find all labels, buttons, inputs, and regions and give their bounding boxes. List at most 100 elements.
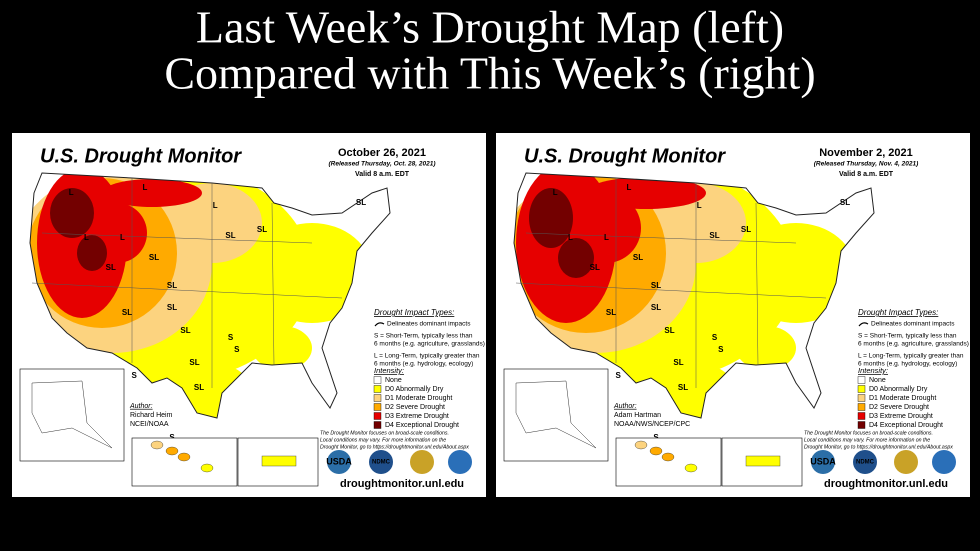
map-label: SL <box>633 253 643 262</box>
legend-label: D0 Abnormally Dry <box>869 386 928 393</box>
author-name: Adam Hartman <box>614 412 661 419</box>
logo-seal <box>853 450 877 474</box>
us-outline <box>29 172 391 419</box>
map-label: SL <box>149 253 159 262</box>
map-label: SL <box>167 281 177 290</box>
map-label: SL <box>356 198 366 207</box>
map-label: S <box>718 345 724 354</box>
valid-time: Valid 8 a.m. EDT <box>355 171 410 178</box>
us-map <box>514 173 874 418</box>
map-label: L <box>627 183 632 192</box>
legend-label: D2 Severe Drought <box>869 404 929 411</box>
author-name: NCEI/NOAA <box>130 421 169 428</box>
author-name: Richard Heim <box>130 412 173 419</box>
impact-text: 6 months (e.g. agriculture, grasslands) <box>858 341 969 348</box>
slide-title: Last Week’s Drought Map (left) <box>196 2 784 53</box>
map-label: S <box>234 345 240 354</box>
impact-line-symbol <box>858 322 869 327</box>
map-label: L <box>120 233 125 242</box>
us-outline <box>513 172 875 419</box>
legend-swatch <box>857 421 866 429</box>
legend-swatch <box>373 394 382 402</box>
map-label: L <box>553 188 558 197</box>
map-label: SL <box>194 383 204 392</box>
map-label: L <box>697 201 702 210</box>
drought-area <box>50 188 94 238</box>
inset-hawaii <box>615 437 722 487</box>
legend-label: None <box>869 377 886 384</box>
logo-seal <box>894 450 918 474</box>
intensity-title: Intensity: <box>374 366 404 375</box>
footnote: The Drought Monitor focuses on broad-sca… <box>320 430 449 436</box>
state-line <box>525 232 797 244</box>
hawaii-island <box>649 446 663 456</box>
legend-swatch <box>857 385 866 393</box>
release-date: (Released Thursday, Oct. 28, 2021) <box>328 161 435 168</box>
map-label: S <box>653 433 659 442</box>
puerto-rico <box>745 455 781 467</box>
map-date: November 2, 2021 <box>819 147 913 159</box>
legend-swatch <box>373 385 382 393</box>
logo-seal <box>448 450 472 474</box>
map-label: L <box>604 233 609 242</box>
drought-area <box>77 235 107 271</box>
map-label: SL <box>225 231 235 240</box>
logo-seal <box>811 450 835 474</box>
map-label: SL <box>106 263 116 272</box>
legend-swatch <box>857 412 866 420</box>
alaska <box>515 380 597 449</box>
hawaii-island <box>177 452 191 462</box>
map-title: U.S. Drought Monitor <box>40 145 242 167</box>
hawaii-island <box>634 440 648 450</box>
website-url: droughtmonitor.unl.edu <box>340 478 464 490</box>
footnote: The Drought Monitor focuses on broad-sca… <box>804 430 933 436</box>
impact-title: Drought Impact Types: <box>858 308 938 317</box>
footnote: Local conditions may vary. For more info… <box>320 437 446 443</box>
map-label: SL <box>167 303 177 312</box>
legend-swatch <box>373 412 382 420</box>
logo-text: NDMC <box>856 460 875 466</box>
legend-swatch <box>373 421 382 429</box>
map-label: SL <box>709 231 719 240</box>
map-title: U.S. Drought Monitor <box>524 145 726 167</box>
impact-text: S = Short-Term, typically less than <box>858 333 957 340</box>
logo-seal <box>410 450 434 474</box>
legend-label: D3 Extreme Drought <box>869 413 933 420</box>
impact-title: Drought Impact Types: <box>374 308 454 317</box>
impact-text: Delineates dominant impacts <box>871 321 955 328</box>
map-label: SL <box>678 383 688 392</box>
map-label: S <box>228 333 234 342</box>
drought-area <box>102 179 202 207</box>
map-label: SL <box>257 225 267 234</box>
impact-text: 6 months (e.g. agriculture, grasslands) <box>374 341 485 348</box>
inset-hawaii <box>131 437 238 487</box>
hawaii-island <box>150 440 164 450</box>
logo-text: USDA <box>326 456 352 466</box>
map-label: SL <box>651 281 661 290</box>
map-label: SL <box>180 326 190 335</box>
logo-text: NDMC <box>372 460 391 466</box>
impact-text: 6 months (e.g. hydrology, ecology) <box>858 361 957 368</box>
author-title: Author: <box>613 403 637 410</box>
map-label: S <box>712 333 718 342</box>
legend-label: D4 Exceptional Drought <box>385 422 459 429</box>
alaska <box>31 380 113 449</box>
slide-title: Compared with This Week’s (right) <box>164 48 815 99</box>
hawaii-island <box>661 452 675 462</box>
map-label: SL <box>590 263 600 272</box>
legend-label: D4 Exceptional Drought <box>869 422 943 429</box>
map-label: S <box>132 371 138 380</box>
logo-seal <box>369 450 393 474</box>
impact-text: Delineates dominant impacts <box>387 321 471 328</box>
map-label: SL <box>840 198 850 207</box>
map-date: October 26, 2021 <box>338 147 426 159</box>
logo-seal <box>932 450 956 474</box>
state-line <box>755 202 759 366</box>
map-label: SL <box>606 308 616 317</box>
map-label: SL <box>122 308 132 317</box>
footnote: Drought Monitor, go to https://droughtmo… <box>320 444 469 450</box>
legend-swatch <box>373 403 382 411</box>
